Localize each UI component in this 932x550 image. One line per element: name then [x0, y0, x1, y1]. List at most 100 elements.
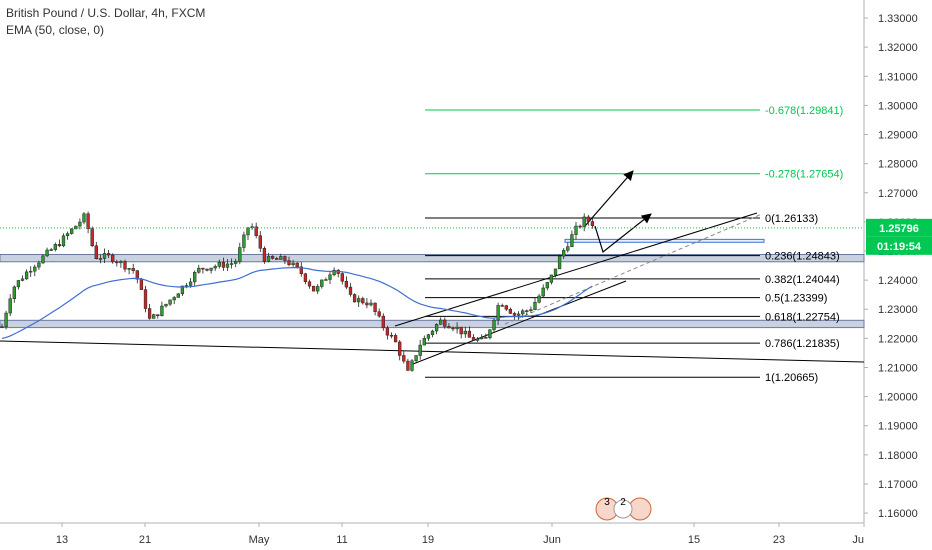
- candle-body: [451, 327, 455, 330]
- candle-body: [106, 253, 111, 256]
- candle-body: [549, 274, 554, 283]
- candle-body: [566, 246, 570, 251]
- candle-body: [78, 221, 82, 227]
- y-tick-label: 1.28000: [878, 159, 918, 171]
- candle-body: [287, 260, 291, 266]
- candle-body: [168, 299, 172, 305]
- trend-line-dashed[interactable]: [504, 213, 763, 325]
- y-tick-label: 1.18000: [878, 450, 918, 462]
- y-tick-label: 1.23000: [878, 304, 918, 316]
- candle-body: [541, 287, 545, 297]
- candle-body: [188, 281, 193, 286]
- candle-body: [459, 326, 463, 335]
- candle-body: [45, 249, 49, 257]
- candle-body: [320, 279, 324, 287]
- x-tick-label: 15: [688, 534, 700, 546]
- candle-body: [496, 305, 500, 321]
- candle-body: [33, 266, 37, 272]
- candle-body: [307, 281, 312, 287]
- candle-body: [344, 280, 349, 288]
- candle-body: [127, 268, 131, 270]
- candle-body: [525, 310, 529, 312]
- candle-body: [500, 305, 504, 307]
- candle-body: [193, 272, 197, 283]
- candle-body: [213, 266, 217, 269]
- candle-body: [357, 298, 361, 303]
- candle-body: [533, 301, 537, 310]
- projection-arrow-up[interactable]: [584, 170, 634, 227]
- candle-body: [4, 312, 8, 328]
- candle-body: [471, 337, 476, 341]
- candle-body: [422, 338, 426, 346]
- trend-lines[interactable]: [0, 170, 865, 365]
- candle-body: [61, 235, 66, 247]
- current-price-line: 1.25796 01:19:54: [0, 218, 932, 255]
- candle-body: [238, 247, 242, 262]
- price-axis[interactable]: 1.33000 1.32000 1.31000 1.30000 1.29000 1.280…: [863, 0, 918, 523]
- x-tick-label: 23: [773, 534, 785, 546]
- candle-body: [156, 314, 160, 317]
- candle-body: [164, 303, 168, 307]
- candle-body: [209, 267, 213, 271]
- indicator-label: EMA (50, close, 0): [6, 23, 105, 37]
- candle-body: [176, 293, 180, 298]
- candle-body: [225, 263, 230, 268]
- y-tick-label: 1.29000: [878, 130, 918, 142]
- candle-body: [262, 248, 267, 262]
- projection-arrow-zigzag[interactable]: [594, 213, 652, 254]
- candle-body: [365, 302, 369, 306]
- candle-body: [410, 360, 414, 371]
- candle-body: [434, 324, 439, 332]
- candle-body: [98, 258, 103, 260]
- candle-body: [221, 262, 226, 268]
- y-tick-label: 1.27000: [878, 188, 918, 200]
- candle-body: [455, 326, 459, 330]
- fib-level-label: 0(1.26133): [765, 213, 818, 225]
- current-price-badge: [866, 218, 932, 237]
- y-tick-label: 1.24000: [878, 275, 918, 287]
- countdown-badge: [866, 236, 932, 255]
- fib-level-label: -0.678(1.29841): [765, 105, 843, 117]
- event-count-bubble[interactable]: [613, 499, 633, 519]
- candle-body: [180, 285, 185, 295]
- candle-body: [90, 228, 94, 247]
- candle-body: [311, 285, 316, 292]
- candle-body: [426, 334, 431, 339]
- trend-line-lower[interactable]: [0, 340, 865, 363]
- candle-body: [12, 286, 16, 299]
- zone-rect[interactable]: [0, 253, 865, 263]
- x-tick-label: Jun: [543, 534, 561, 546]
- candle-body: [258, 235, 262, 249]
- candle-body: [160, 305, 164, 317]
- candle-body: [266, 255, 271, 262]
- candle-body: [521, 310, 525, 315]
- y-tick-label: 1.30000: [878, 100, 918, 112]
- candle-body: [488, 329, 492, 339]
- trend-line-channel[interactable]: [412, 280, 627, 365]
- zone-rect[interactable]: [0, 319, 865, 329]
- candle-body: [484, 337, 488, 339]
- y-tick-label: 1.33000: [878, 13, 918, 25]
- candle-body: [328, 274, 332, 280]
- candle-body: [291, 262, 295, 266]
- y-tick-label: 1.20000: [878, 392, 918, 404]
- trend-line-upper[interactable]: [394, 212, 758, 327]
- candle-body: [49, 249, 53, 251]
- candle-body: [147, 308, 152, 319]
- time-axis[interactable]: 13 21 May 11 19 Jun 15 23 Ju: [0, 522, 865, 546]
- candle-body: [139, 278, 144, 290]
- candle-body: [172, 297, 176, 301]
- candle-body: [115, 261, 119, 264]
- fibonacci-retracement[interactable]: -0.678(1.29841) -0.278(1.27654) 0(1.26133)…: [425, 105, 843, 384]
- fib-level-label: 1(1.20665): [765, 372, 818, 384]
- candle-body: [111, 254, 115, 263]
- candle-body: [152, 314, 156, 319]
- candle-body: [553, 268, 558, 276]
- y-tick-label: 1.22000: [878, 333, 918, 345]
- candle-body: [70, 228, 74, 234]
- candle-body: [475, 338, 480, 341]
- x-tick-label: 19: [422, 534, 434, 546]
- candle-body: [516, 313, 521, 316]
